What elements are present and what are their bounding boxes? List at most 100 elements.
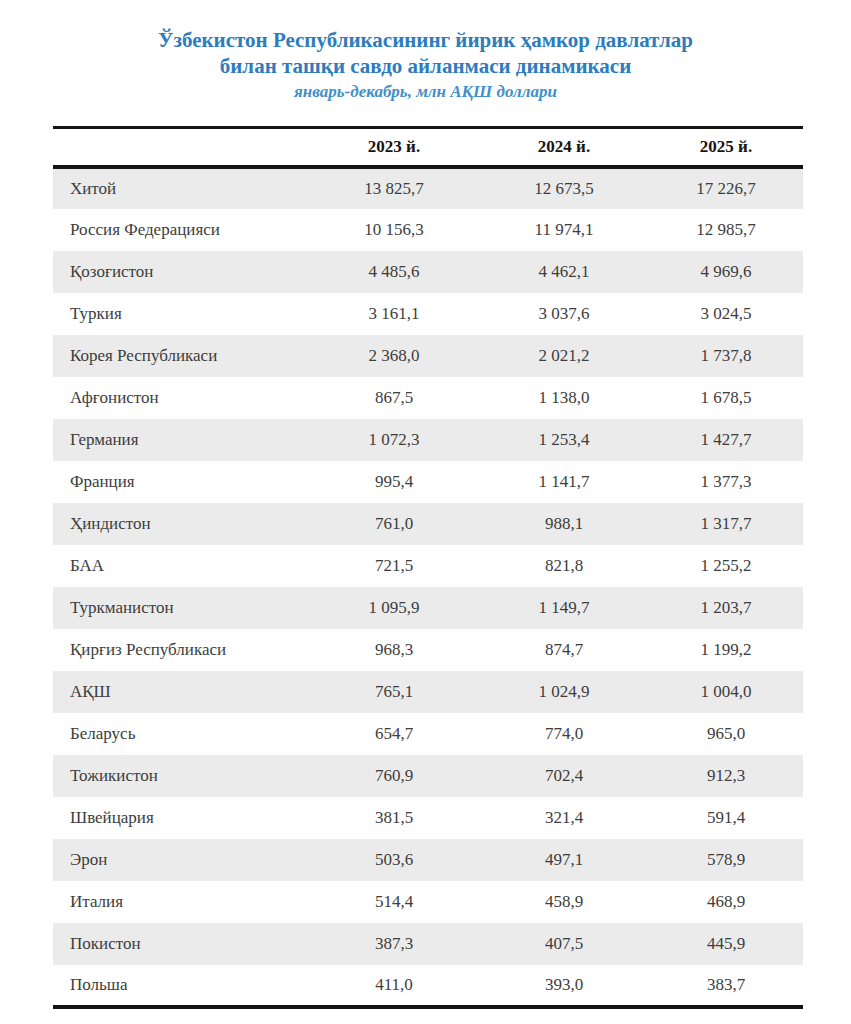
country-cell: Россия Федерацияси xyxy=(53,209,309,251)
table-row: Польша411,0393,0383,7 xyxy=(53,965,803,1007)
value-cell: 1 737,8 xyxy=(649,335,803,377)
value-cell: 3 161,1 xyxy=(309,293,479,335)
value-cell: 10 156,3 xyxy=(309,209,479,251)
value-cell: 4 462,1 xyxy=(479,251,649,293)
table-row: Тожикистон760,9702,4912,3 xyxy=(53,755,803,797)
table-row: БАА721,5821,81 255,2 xyxy=(53,545,803,587)
value-cell: 965,0 xyxy=(649,713,803,755)
value-cell: 2 368,0 xyxy=(309,335,479,377)
value-cell: 912,3 xyxy=(649,755,803,797)
value-cell: 383,7 xyxy=(649,965,803,1007)
value-cell: 381,5 xyxy=(309,797,479,839)
value-cell: 13 825,7 xyxy=(309,167,479,209)
value-cell: 4 485,6 xyxy=(309,251,479,293)
table-row: Қирғиз Республикаси968,3874,71 199,2 xyxy=(53,629,803,671)
value-cell: 1 024,9 xyxy=(479,671,649,713)
value-cell: 867,5 xyxy=(309,377,479,419)
value-cell: 1 072,3 xyxy=(309,419,479,461)
value-cell: 12 985,7 xyxy=(649,209,803,251)
table-row: Ҳиндистон761,0988,11 317,7 xyxy=(53,503,803,545)
trade-table: 2023 й. 2024 й. 2025 й. Хитой13 825,712 … xyxy=(53,126,803,1009)
table-row: АҚШ765,11 024,91 004,0 xyxy=(53,671,803,713)
country-cell: Тожикистон xyxy=(53,755,309,797)
table-row: Хитой13 825,712 673,517 226,7 xyxy=(53,167,803,209)
table-row: Россия Федерацияси10 156,311 974,112 985… xyxy=(53,209,803,251)
country-cell: Франция xyxy=(53,461,309,503)
value-cell: 411,0 xyxy=(309,965,479,1007)
page-subtitle: январь-декабрь, млн АҚШ доллари xyxy=(0,80,851,104)
value-cell: 445,9 xyxy=(649,923,803,965)
value-cell: 503,6 xyxy=(309,839,479,881)
value-cell: 988,1 xyxy=(479,503,649,545)
country-cell: Қозоғистон xyxy=(53,251,309,293)
country-cell: Корея Республикаси xyxy=(53,335,309,377)
value-cell: 1 203,7 xyxy=(649,587,803,629)
value-cell: 761,0 xyxy=(309,503,479,545)
value-cell: 968,3 xyxy=(309,629,479,671)
table-row: Корея Республикаси2 368,02 021,21 737,8 xyxy=(53,335,803,377)
header-year-2023: 2023 й. xyxy=(309,128,479,167)
country-cell: Покистон xyxy=(53,923,309,965)
value-cell: 1 149,7 xyxy=(479,587,649,629)
value-cell: 497,1 xyxy=(479,839,649,881)
country-cell: Италия xyxy=(53,881,309,923)
value-cell: 11 974,1 xyxy=(479,209,649,251)
value-cell: 1 138,0 xyxy=(479,377,649,419)
table-row: Туркманистон1 095,91 149,71 203,7 xyxy=(53,587,803,629)
value-cell: 1 427,7 xyxy=(649,419,803,461)
country-cell: Туркманистон xyxy=(53,587,309,629)
table-row: Туркия3 161,13 037,63 024,5 xyxy=(53,293,803,335)
value-cell: 874,7 xyxy=(479,629,649,671)
value-cell: 321,4 xyxy=(479,797,649,839)
country-cell: АҚШ xyxy=(53,671,309,713)
title-block: Ўзбекистон Республикасининг йирик ҳамкор… xyxy=(0,27,851,104)
value-cell: 1 141,7 xyxy=(479,461,649,503)
value-cell: 4 969,6 xyxy=(649,251,803,293)
value-cell: 1 255,2 xyxy=(649,545,803,587)
table-body: Хитой13 825,712 673,517 226,7Россия Феде… xyxy=(53,167,803,1007)
value-cell: 591,4 xyxy=(649,797,803,839)
table-row: Франция995,41 141,71 377,3 xyxy=(53,461,803,503)
page-title-line1: Ўзбекистон Республикасининг йирик ҳамкор… xyxy=(0,27,851,53)
country-cell: Афғонистон xyxy=(53,377,309,419)
country-cell: Туркия xyxy=(53,293,309,335)
value-cell: 17 226,7 xyxy=(649,167,803,209)
table-row: Швейцария381,5321,4591,4 xyxy=(53,797,803,839)
country-cell: БАА xyxy=(53,545,309,587)
table-row: Германия1 072,31 253,41 427,7 xyxy=(53,419,803,461)
value-cell: 3 024,5 xyxy=(649,293,803,335)
value-cell: 1 199,2 xyxy=(649,629,803,671)
country-cell: Хитой xyxy=(53,167,309,209)
table-row: Италия514,4458,9468,9 xyxy=(53,881,803,923)
page-title-line2: билан ташқи савдо айланмаси динамикаси xyxy=(0,53,851,79)
value-cell: 3 037,6 xyxy=(479,293,649,335)
value-cell: 702,4 xyxy=(479,755,649,797)
country-cell: Германия xyxy=(53,419,309,461)
value-cell: 1 377,3 xyxy=(649,461,803,503)
table-row: Қозоғистон4 485,64 462,14 969,6 xyxy=(53,251,803,293)
value-cell: 468,9 xyxy=(649,881,803,923)
page: Ўзбекистон Республикасининг йирик ҳамкор… xyxy=(0,0,851,1024)
value-cell: 578,9 xyxy=(649,839,803,881)
country-cell: Ҳиндистон xyxy=(53,503,309,545)
value-cell: 387,3 xyxy=(309,923,479,965)
value-cell: 514,4 xyxy=(309,881,479,923)
value-cell: 760,9 xyxy=(309,755,479,797)
header-row: 2023 й. 2024 й. 2025 й. xyxy=(53,128,803,167)
value-cell: 1 095,9 xyxy=(309,587,479,629)
value-cell: 774,0 xyxy=(479,713,649,755)
value-cell: 821,8 xyxy=(479,545,649,587)
country-cell: Польша xyxy=(53,965,309,1007)
header-year-2024: 2024 й. xyxy=(479,128,649,167)
value-cell: 654,7 xyxy=(309,713,479,755)
header-country-blank xyxy=(53,128,309,167)
country-cell: Швейцария xyxy=(53,797,309,839)
table-row: Покистон387,3407,5445,9 xyxy=(53,923,803,965)
header-year-2025: 2025 й. xyxy=(649,128,803,167)
value-cell: 765,1 xyxy=(309,671,479,713)
country-cell: Қирғиз Республикаси xyxy=(53,629,309,671)
table-row: Афғонистон867,51 138,01 678,5 xyxy=(53,377,803,419)
value-cell: 1 317,7 xyxy=(649,503,803,545)
table-row: Беларусь654,7774,0965,0 xyxy=(53,713,803,755)
value-cell: 721,5 xyxy=(309,545,479,587)
